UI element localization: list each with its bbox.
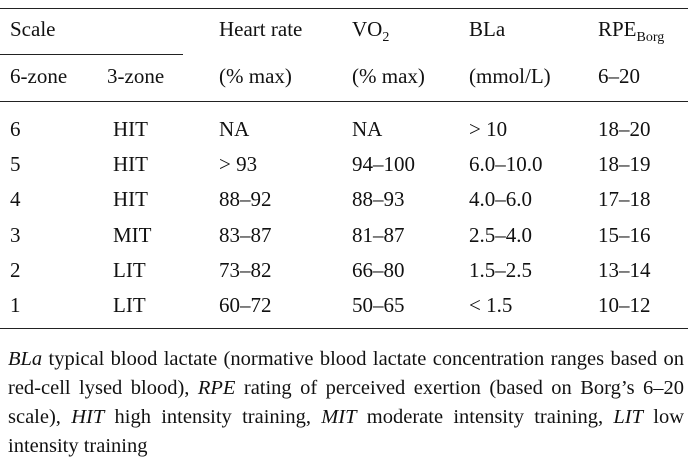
row-1-rpe: 18–20 bbox=[598, 117, 651, 141]
row-6-heart-rate: 60–72 bbox=[219, 293, 272, 317]
row-3-heart-rate: 88–92 bbox=[219, 187, 272, 211]
header-vo2-base: VO bbox=[352, 17, 383, 41]
row-5-heart-rate: 73–82 bbox=[219, 258, 272, 282]
row-2-three-zone: HIT bbox=[113, 152, 148, 176]
footnote-lit-abbr: LIT bbox=[613, 406, 643, 428]
row-5-vo2: 66–80 bbox=[352, 258, 405, 282]
row-1-six-zone: 6 bbox=[10, 117, 21, 141]
row-5-three-zone: LIT bbox=[113, 258, 146, 282]
row-1-heart-rate: NA bbox=[219, 117, 250, 141]
row-6-bla: < 1.5 bbox=[469, 293, 513, 317]
table-footnote: BLa typical blood lactate (normative blo… bbox=[8, 345, 684, 461]
row-6-rpe: 10–12 bbox=[598, 293, 651, 317]
table-bottom-rule bbox=[0, 328, 688, 329]
header-bla-unit: (mmol/L) bbox=[469, 64, 551, 88]
row-2-vo2: 94–100 bbox=[352, 152, 415, 176]
footnote-hit-abbr: HIT bbox=[71, 406, 105, 428]
row-4-rpe: 15–16 bbox=[598, 223, 651, 247]
row-5-six-zone: 2 bbox=[10, 258, 21, 282]
row-3-three-zone: HIT bbox=[113, 187, 148, 211]
header-six-zone: 6-zone bbox=[10, 64, 68, 88]
footnote-bla-def: typical blood lactate (normative blood l… bbox=[8, 348, 684, 399]
row-6-six-zone: 1 bbox=[10, 293, 21, 317]
row-2-six-zone: 5 bbox=[10, 152, 21, 176]
row-5-bla: 1.5–2.5 bbox=[469, 258, 532, 282]
header-rpe-base: RPE bbox=[598, 17, 637, 41]
header-rpe-sub: Borg bbox=[636, 30, 665, 45]
row-3-bla: 4.0–6.0 bbox=[469, 187, 532, 211]
row-4-heart-rate: 83–87 bbox=[219, 223, 272, 247]
footnote-bla-abbr: BLa bbox=[8, 348, 43, 370]
header-heart-rate: Heart rate bbox=[219, 17, 303, 41]
footnote-mit-def: moderate intensity training, bbox=[356, 406, 614, 428]
row-4-three-zone: MIT bbox=[113, 223, 152, 247]
row-5-rpe: 13–14 bbox=[598, 258, 651, 282]
header-rpe: RPEBorg bbox=[598, 17, 664, 45]
row-2-bla: 6.0–10.0 bbox=[469, 152, 543, 176]
header-bottom-rule bbox=[0, 101, 688, 102]
header-scale: Scale bbox=[10, 17, 56, 41]
row-3-vo2: 88–93 bbox=[352, 187, 405, 211]
scale-span-rule bbox=[0, 54, 183, 55]
row-4-vo2: 81–87 bbox=[352, 223, 405, 247]
row-1-vo2: NA bbox=[352, 117, 383, 141]
header-vo2-unit: (% max) bbox=[352, 64, 425, 88]
row-2-heart-rate: > 93 bbox=[219, 152, 258, 176]
header-three-zone: 3-zone bbox=[107, 64, 165, 88]
footnote-hit-def: high intensity training, bbox=[104, 406, 322, 428]
row-3-rpe: 17–18 bbox=[598, 187, 651, 211]
header-vo2: VO2 bbox=[352, 17, 389, 45]
footnote-rpe-def: rating of perceived exertion (based on B… bbox=[8, 377, 684, 428]
row-2-rpe: 18–19 bbox=[598, 152, 651, 176]
footnote-lit-def: low intensity training bbox=[8, 406, 685, 457]
top-rule bbox=[0, 8, 688, 9]
row-1-bla: > 10 bbox=[469, 117, 508, 141]
footnote-mit-abbr: MIT bbox=[321, 406, 357, 428]
header-heart-rate-unit: (% max) bbox=[219, 64, 292, 88]
header-bla: BLa bbox=[469, 17, 506, 41]
row-4-bla: 2.5–4.0 bbox=[469, 223, 532, 247]
row-3-six-zone: 4 bbox=[10, 187, 21, 211]
row-6-three-zone: LIT bbox=[113, 293, 146, 317]
row-1-three-zone: HIT bbox=[113, 117, 148, 141]
footnote-rpe-abbr: RPE bbox=[197, 377, 236, 399]
header-rpe-range: 6–20 bbox=[598, 64, 640, 88]
row-4-six-zone: 3 bbox=[10, 223, 21, 247]
row-6-vo2: 50–65 bbox=[352, 293, 405, 317]
header-vo2-sub: 2 bbox=[382, 30, 390, 45]
